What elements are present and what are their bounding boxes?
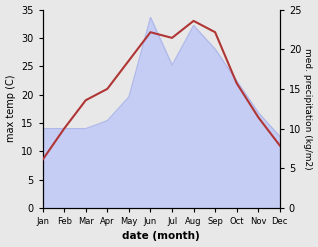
X-axis label: date (month): date (month) [122,231,200,242]
Y-axis label: max temp (C): max temp (C) [5,75,16,143]
Y-axis label: med. precipitation (kg/m2): med. precipitation (kg/m2) [303,48,313,169]
